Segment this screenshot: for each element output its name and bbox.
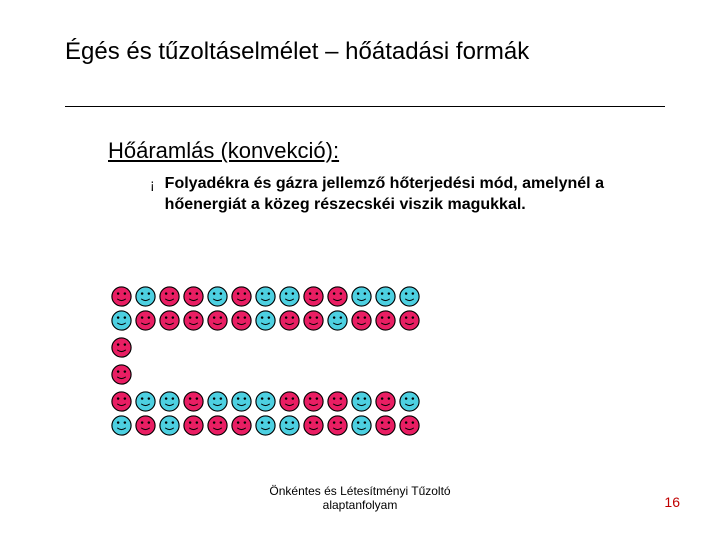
smiley-icon [110, 285, 133, 308]
smiley-icon [278, 414, 301, 437]
smiley-icon [134, 414, 157, 437]
smiley-icon [134, 309, 157, 332]
smiley-icon [350, 309, 373, 332]
page-number: 16 [664, 494, 680, 510]
smiley-icon [302, 390, 325, 413]
smiley-icon [110, 309, 133, 332]
smiley-icon [326, 309, 349, 332]
smiley-icon [134, 285, 157, 308]
smiley-icon [254, 285, 277, 308]
smiley-icon [182, 390, 205, 413]
smiley-icon [230, 285, 253, 308]
smiley-icon [110, 390, 133, 413]
smiley-icon [134, 390, 157, 413]
smiley-row [110, 363, 421, 386]
smiley-icon [230, 309, 253, 332]
body-text: Folyadékra és gázra jellemző hőterjedési… [165, 174, 625, 216]
smiley-icon [302, 285, 325, 308]
footer-line1: Önkéntes és Létesítményi Tűzoltó [269, 484, 450, 498]
footer: Önkéntes és Létesítményi Tűzoltó alaptan… [0, 484, 720, 512]
smiley-icon [398, 414, 421, 437]
smiley-icon [158, 285, 181, 308]
smiley-icon [230, 390, 253, 413]
smiley-icon [158, 414, 181, 437]
smiley-row [110, 336, 421, 359]
smiley-icon [158, 390, 181, 413]
subtitle: Hőáramlás (konvekció): [108, 138, 339, 164]
smiley-icon [206, 390, 229, 413]
smiley-icon [254, 309, 277, 332]
smiley-icon [278, 285, 301, 308]
smiley-icon [326, 390, 349, 413]
smiley-grid [110, 285, 421, 438]
smiley-row [110, 390, 421, 413]
smiley-icon [350, 414, 373, 437]
smiley-icon [374, 390, 397, 413]
smiley-icon [398, 285, 421, 308]
smiley-icon [398, 309, 421, 332]
smiley-icon [206, 285, 229, 308]
smiley-icon [350, 390, 373, 413]
smiley-icon [110, 414, 133, 437]
smiley-icon [326, 285, 349, 308]
smiley-icon [110, 336, 133, 359]
footer-line2: alaptanfolyam [323, 498, 398, 512]
smiley-icon [182, 309, 205, 332]
smiley-icon [374, 414, 397, 437]
smiley-icon [206, 309, 229, 332]
smiley-row [110, 285, 421, 308]
smiley-icon [398, 390, 421, 413]
smiley-icon [254, 390, 277, 413]
smiley-icon [302, 414, 325, 437]
smiley-icon [158, 309, 181, 332]
bullet-icon: ¡ [150, 174, 155, 194]
smiley-icon [254, 414, 277, 437]
smiley-icon [374, 285, 397, 308]
smiley-row [110, 414, 421, 437]
smiley-icon [230, 414, 253, 437]
smiley-icon [326, 414, 349, 437]
smiley-icon [182, 285, 205, 308]
body-row: ¡ Folyadékra és gázra jellemző hőterjedé… [150, 174, 625, 216]
smiley-icon [302, 309, 325, 332]
smiley-icon [350, 285, 373, 308]
smiley-icon [278, 309, 301, 332]
smiley-icon [374, 309, 397, 332]
smiley-icon [278, 390, 301, 413]
smiley-icon [110, 363, 133, 386]
smiley-icon [206, 414, 229, 437]
smiley-row [110, 309, 421, 332]
smiley-icon [182, 414, 205, 437]
slide-title: Égés és tűzoltáselmélet – hőátadási form… [65, 38, 665, 107]
